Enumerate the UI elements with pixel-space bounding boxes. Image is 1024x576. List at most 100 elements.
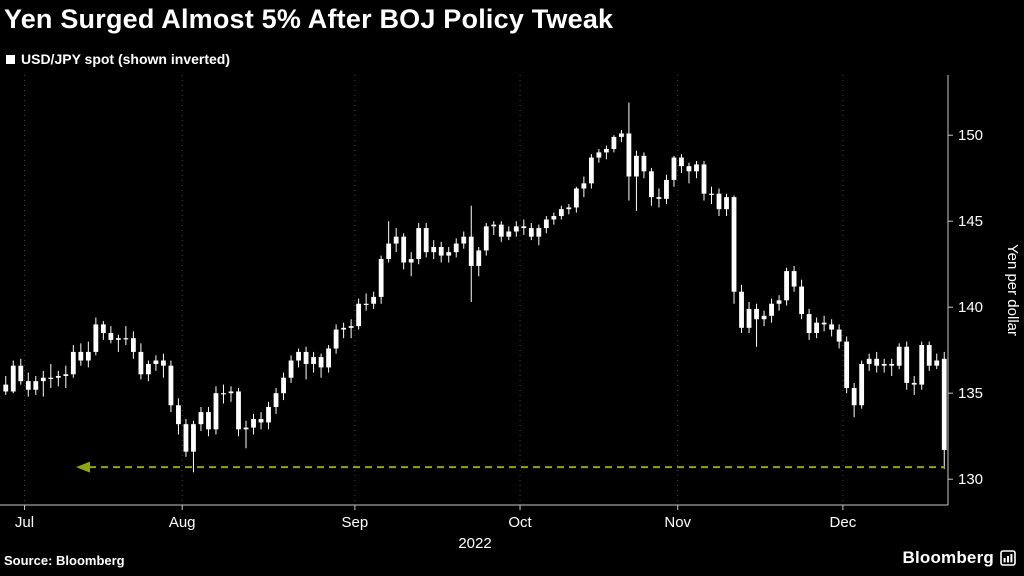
candle-body: [671, 157, 677, 180]
candle-body: [709, 193, 714, 195]
chart-legend: USD/JPY spot (shown inverted): [6, 51, 230, 67]
candle-body: [566, 207, 572, 210]
candle-body: [146, 363, 151, 375]
candle-body: [904, 346, 910, 383]
month-label: Sep: [342, 514, 369, 531]
candle-body: [701, 164, 707, 194]
candle-body: [138, 351, 144, 375]
candle-body: [33, 381, 39, 390]
candle-body: [656, 197, 662, 199]
candle-body: [731, 197, 737, 292]
candle-body: [123, 338, 129, 340]
candle-body: [416, 228, 422, 260]
month-label: Oct: [508, 514, 532, 531]
candle-body: [183, 424, 189, 452]
candle-body: [78, 351, 84, 361]
candle-body: [776, 300, 782, 304]
candle-body: [641, 155, 647, 172]
candle-body: [784, 271, 789, 301]
candle-body: [513, 226, 519, 232]
candle-body: [716, 193, 722, 210]
candle-body: [273, 393, 279, 407]
candle-body: [251, 419, 256, 428]
candle-body: [288, 360, 294, 378]
candle-body: [468, 236, 474, 266]
candle-body: [25, 381, 31, 390]
chart-title: Yen Surged Almost 5% After BOJ Policy Tw…: [4, 4, 614, 34]
candle-body: [679, 157, 684, 167]
candle-body: [619, 133, 624, 137]
candle-body: [115, 338, 121, 340]
candle-body: [18, 365, 24, 382]
candle-body: [461, 236, 467, 244]
candle-body: [341, 327, 347, 330]
candle-body: [130, 338, 136, 352]
candle-body: [874, 358, 880, 366]
candle-body: [573, 188, 579, 208]
candle-body: [926, 345, 932, 366]
month-label: Nov: [664, 514, 691, 531]
candle-body: [363, 303, 369, 305]
candle-body: [521, 226, 527, 229]
candle-body: [258, 419, 264, 423]
candle-body: [739, 291, 744, 328]
candle-body: [296, 351, 301, 361]
candle-body: [348, 326, 354, 328]
candle-body: [393, 236, 399, 244]
candle-body: [836, 329, 842, 342]
candle-body: [934, 360, 940, 366]
candle-body: [649, 171, 654, 198]
candle-body: [356, 303, 362, 327]
y-axis-tick-label: 135: [958, 385, 983, 402]
candle-body: [746, 308, 752, 328]
legend-label: USD/JPY spot (shown inverted): [21, 51, 230, 67]
candle-body: [93, 324, 99, 352]
candle-body: [423, 228, 429, 253]
candle-body: [896, 346, 902, 366]
candle-body: [483, 226, 489, 251]
candle-body: [318, 357, 324, 368]
x-axis-year-label: 2022: [458, 535, 491, 552]
candle-body: [814, 322, 820, 333]
candle-body: [206, 412, 211, 430]
candle-body: [536, 228, 542, 237]
candle-body: [611, 136, 617, 149]
candle-body: [326, 348, 331, 368]
candle-body: [558, 209, 564, 217]
candle-body: [476, 250, 482, 266]
bloomberg-wordmark: Bloomberg: [902, 548, 994, 567]
candle-body: [551, 216, 557, 220]
bloomberg-terminal-icon: [1000, 550, 1016, 566]
candle-body: [386, 243, 392, 260]
y-axis-tick-label: 140: [958, 299, 983, 316]
y-axis-title: Yen per dollar: [1004, 244, 1021, 336]
candle-body: [85, 351, 91, 361]
reference-line-arrow-icon: [76, 461, 90, 473]
candle-body: [161, 360, 166, 366]
candle-body: [438, 247, 444, 256]
candle-body: [866, 358, 872, 364]
y-axis-tick-label: 145: [958, 213, 983, 230]
month-label: Dec: [830, 514, 857, 531]
candle-body: [401, 236, 407, 263]
candle-body: [498, 224, 504, 237]
candle-body: [266, 406, 271, 423]
candle-body: [3, 384, 9, 392]
candle-body: [799, 286, 804, 315]
candle-body: [881, 363, 887, 366]
candle-body: [829, 324, 835, 330]
candle-body: [168, 365, 174, 406]
candle-body: [791, 271, 797, 287]
candle-body: [228, 391, 234, 394]
candle-body: [191, 424, 196, 452]
candle-body: [236, 391, 241, 430]
candle-body: [371, 296, 377, 304]
candle-body: [581, 183, 587, 189]
candle-body: [851, 388, 857, 406]
candle-body: [311, 357, 316, 364]
candle-body: [446, 252, 452, 256]
candle-body: [769, 303, 774, 316]
source-credit: Source: Bloomberg: [4, 553, 125, 568]
candle-body: [491, 224, 497, 227]
